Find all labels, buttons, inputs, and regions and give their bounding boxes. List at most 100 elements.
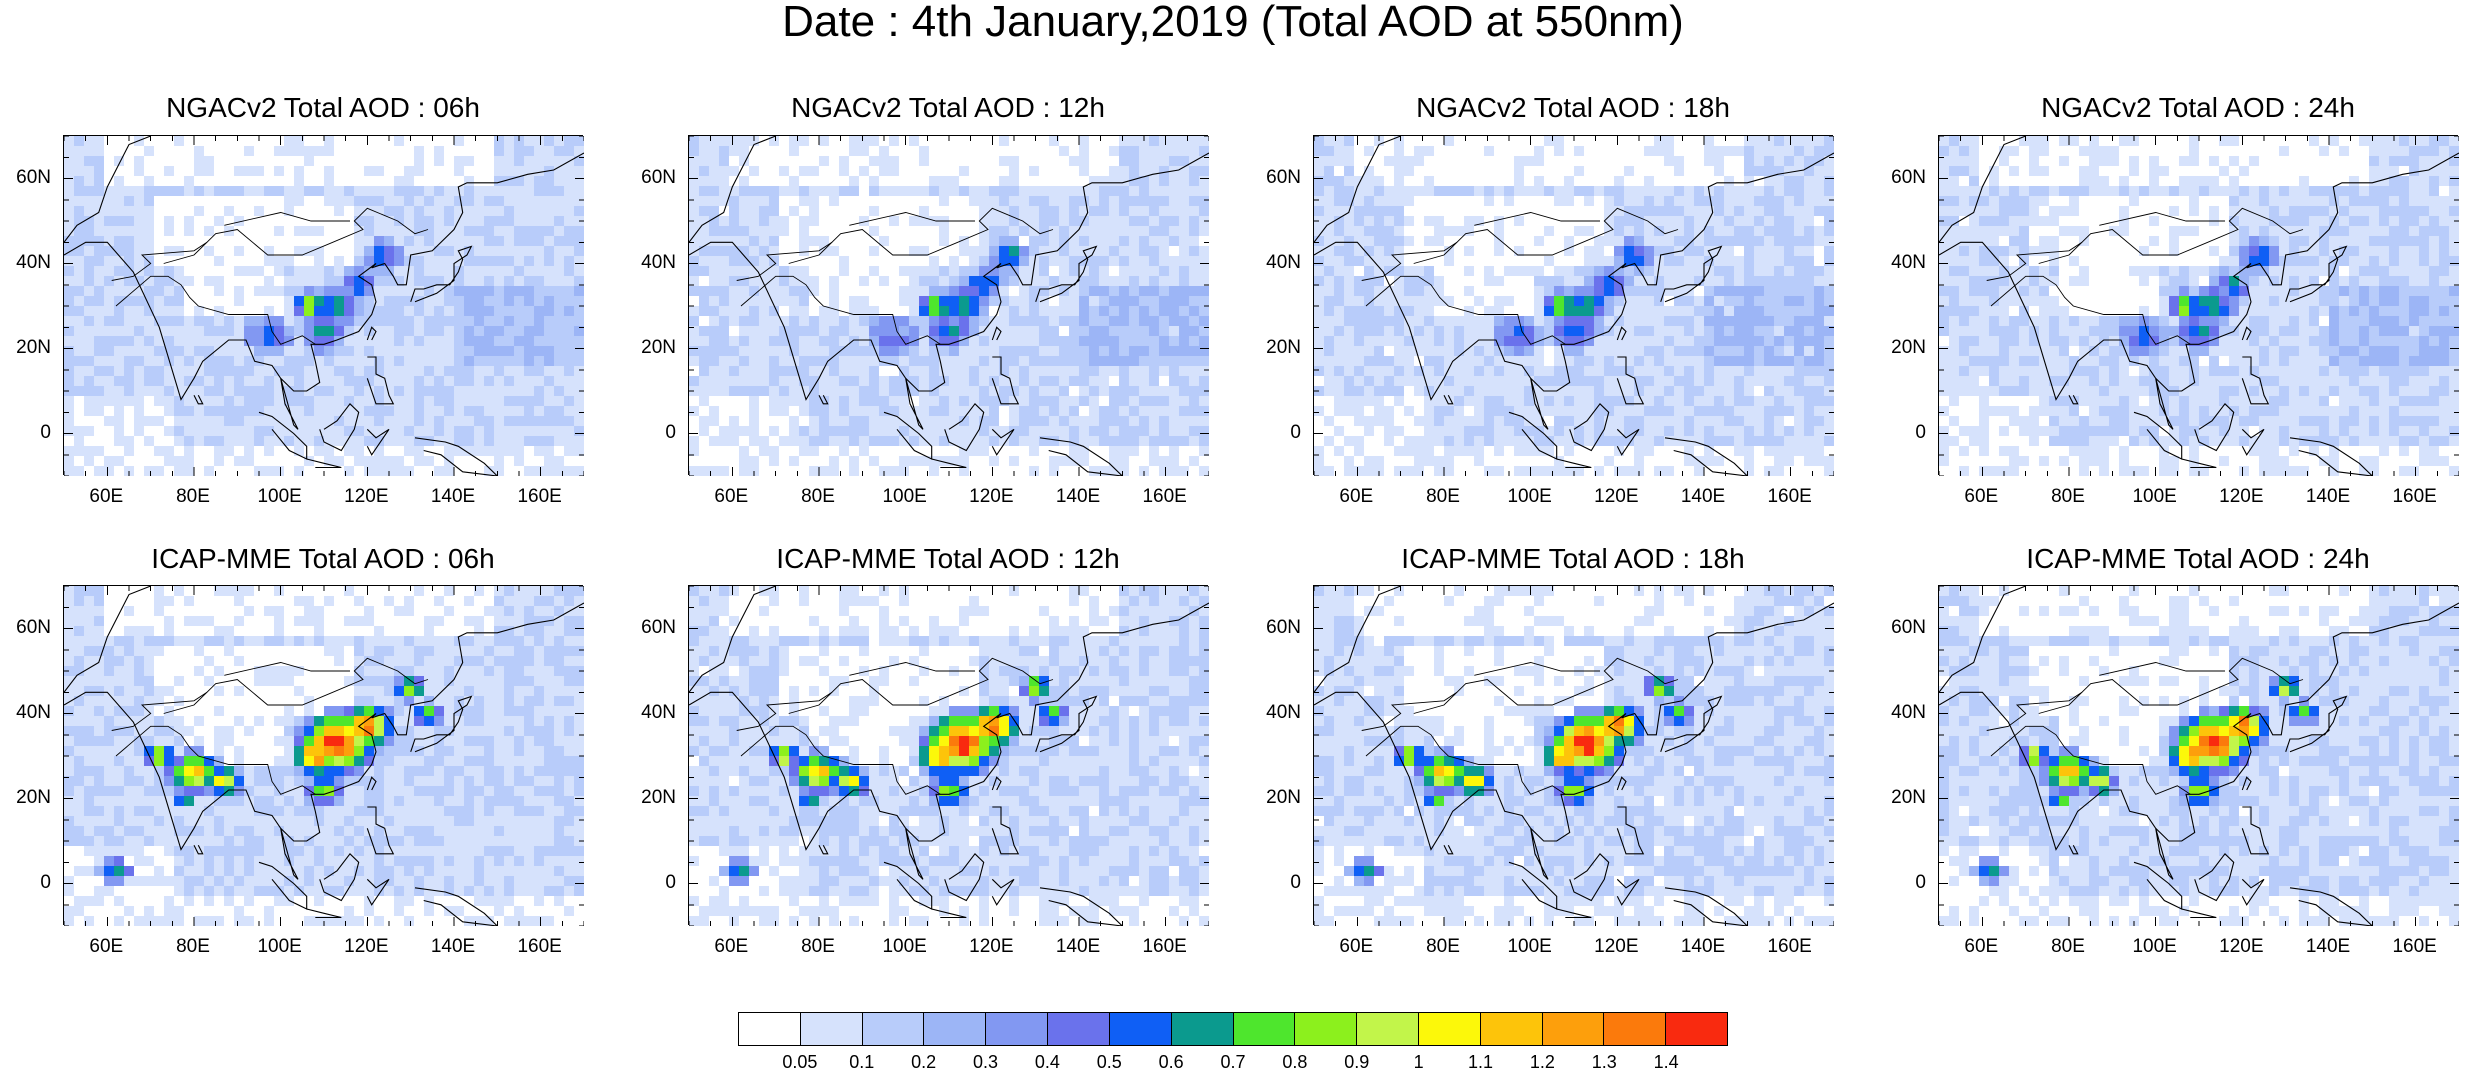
colorbar-swatch bbox=[1110, 1013, 1172, 1045]
aod-map-panel bbox=[688, 585, 1208, 925]
lat-tick-label: 60N bbox=[1261, 618, 1301, 638]
colorbar-swatch bbox=[801, 1013, 863, 1045]
lat-tick-label: 40N bbox=[1261, 703, 1301, 723]
lon-tick-label: 100E bbox=[250, 937, 310, 957]
colorbar-swatch bbox=[1666, 1013, 1727, 1045]
aod-map-panel bbox=[63, 135, 583, 475]
figure-title: Date : 4th January,2019 (Total AOD at 55… bbox=[0, 0, 2466, 44]
colorbar-tick-label: 1.3 bbox=[1579, 1053, 1629, 1071]
lon-tick-label: 60E bbox=[76, 487, 136, 507]
colorbar-tick-label: 0.1 bbox=[837, 1053, 887, 1071]
lat-tick-label: 20N bbox=[636, 788, 676, 808]
lon-tick-label: 60E bbox=[701, 937, 761, 957]
lat-tick-label: 40N bbox=[636, 253, 676, 273]
colorbar-tick-label: 1.2 bbox=[1517, 1053, 1567, 1071]
lon-tick-label: 60E bbox=[1951, 937, 2011, 957]
colorbar-swatch bbox=[1357, 1013, 1419, 1045]
panel-title: ICAP-MME Total AOD : 06h bbox=[63, 544, 583, 574]
lat-tick-label: 0 bbox=[1261, 873, 1301, 893]
lat-tick-label: 60N bbox=[11, 168, 51, 188]
lat-tick-label: 60N bbox=[1261, 168, 1301, 188]
lon-tick-label: 140E bbox=[2298, 937, 2358, 957]
lat-tick-label: 40N bbox=[1261, 253, 1301, 273]
colorbar-swatch bbox=[1604, 1013, 1666, 1045]
lon-tick-label: 80E bbox=[2038, 487, 2098, 507]
lat-tick-label: 0 bbox=[11, 423, 51, 443]
aod-map-panel bbox=[688, 135, 1208, 475]
lon-tick-label: 140E bbox=[1048, 937, 1108, 957]
lat-tick-label: 60N bbox=[636, 618, 676, 638]
lon-tick-label: 60E bbox=[701, 487, 761, 507]
lon-tick-label: 160E bbox=[2385, 487, 2445, 507]
lon-tick-label: 80E bbox=[2038, 937, 2098, 957]
lon-tick-label: 140E bbox=[1673, 487, 1733, 507]
colorbar-swatch bbox=[1048, 1013, 1110, 1045]
aod-map-panel bbox=[1313, 135, 1833, 475]
lon-tick-label: 60E bbox=[1326, 487, 1386, 507]
lon-tick-label: 140E bbox=[423, 937, 483, 957]
colorbar-tick-label: 1.4 bbox=[1641, 1053, 1691, 1071]
lat-tick-label: 60N bbox=[636, 168, 676, 188]
colorbar-tick-label: 0.8 bbox=[1270, 1053, 1320, 1071]
colorbar-swatch bbox=[1295, 1013, 1357, 1045]
lat-tick-label: 20N bbox=[1261, 788, 1301, 808]
lat-tick-label: 20N bbox=[636, 338, 676, 358]
lon-tick-label: 80E bbox=[1413, 937, 1473, 957]
colorbar bbox=[738, 1012, 1728, 1046]
lat-tick-label: 0 bbox=[636, 423, 676, 443]
colorbar-tick-label: 0.9 bbox=[1332, 1053, 1382, 1071]
lon-tick-label: 140E bbox=[1048, 487, 1108, 507]
lon-tick-label: 160E bbox=[1135, 487, 1195, 507]
colorbar-tick-label: 0.7 bbox=[1208, 1053, 1258, 1071]
colorbar-swatch bbox=[1481, 1013, 1543, 1045]
lon-tick-label: 160E bbox=[510, 487, 570, 507]
aod-map-panel bbox=[1938, 585, 2458, 925]
panel-title: NGACv2 Total AOD : 24h bbox=[1938, 93, 2458, 123]
lat-tick-label: 0 bbox=[636, 873, 676, 893]
lon-tick-label: 160E bbox=[510, 937, 570, 957]
colorbar-swatch bbox=[863, 1013, 925, 1045]
lat-tick-label: 20N bbox=[11, 788, 51, 808]
lon-tick-label: 160E bbox=[1135, 937, 1195, 957]
colorbar-swatch bbox=[924, 1013, 986, 1045]
panel-title: NGACv2 Total AOD : 06h bbox=[63, 93, 583, 123]
lon-tick-label: 120E bbox=[2211, 487, 2271, 507]
lon-tick-label: 120E bbox=[336, 937, 396, 957]
colorbar-swatch bbox=[739, 1013, 801, 1045]
colorbar-tick-label: 0.2 bbox=[899, 1053, 949, 1071]
lon-tick-label: 60E bbox=[1326, 937, 1386, 957]
lon-tick-label: 120E bbox=[1586, 487, 1646, 507]
lon-tick-label: 140E bbox=[1673, 937, 1733, 957]
lat-tick-label: 0 bbox=[1261, 423, 1301, 443]
lat-tick-label: 40N bbox=[11, 253, 51, 273]
colorbar-tick-label: 0.5 bbox=[1084, 1053, 1134, 1071]
lon-tick-label: 140E bbox=[2298, 487, 2358, 507]
lon-tick-label: 100E bbox=[875, 487, 935, 507]
lon-tick-label: 80E bbox=[788, 487, 848, 507]
lat-tick-label: 40N bbox=[636, 703, 676, 723]
colorbar-swatch bbox=[986, 1013, 1048, 1045]
aod-map-panel bbox=[1938, 135, 2458, 475]
lon-tick-label: 160E bbox=[1760, 487, 1820, 507]
lon-tick-label: 60E bbox=[76, 937, 136, 957]
lon-tick-label: 120E bbox=[961, 487, 1021, 507]
panel-title: ICAP-MME Total AOD : 12h bbox=[688, 544, 1208, 574]
colorbar-tick-label: 0.3 bbox=[961, 1053, 1011, 1071]
aod-map-panel bbox=[1313, 585, 1833, 925]
colorbar-swatch bbox=[1543, 1013, 1605, 1045]
lon-tick-label: 100E bbox=[2125, 487, 2185, 507]
colorbar-tick-label: 0.05 bbox=[775, 1053, 825, 1071]
lon-tick-label: 100E bbox=[875, 937, 935, 957]
lat-tick-label: 40N bbox=[1886, 703, 1926, 723]
lat-tick-label: 40N bbox=[11, 703, 51, 723]
panel-title: ICAP-MME Total AOD : 24h bbox=[1938, 544, 2458, 574]
lon-tick-label: 120E bbox=[1586, 937, 1646, 957]
lat-tick-label: 60N bbox=[1886, 618, 1926, 638]
lat-tick-label: 0 bbox=[1886, 423, 1926, 443]
lat-tick-label: 20N bbox=[1886, 338, 1926, 358]
lat-tick-label: 20N bbox=[1261, 338, 1301, 358]
lon-tick-label: 160E bbox=[2385, 937, 2445, 957]
colorbar-swatch bbox=[1419, 1013, 1481, 1045]
lon-tick-label: 100E bbox=[1500, 487, 1560, 507]
lat-tick-label: 40N bbox=[1886, 253, 1926, 273]
